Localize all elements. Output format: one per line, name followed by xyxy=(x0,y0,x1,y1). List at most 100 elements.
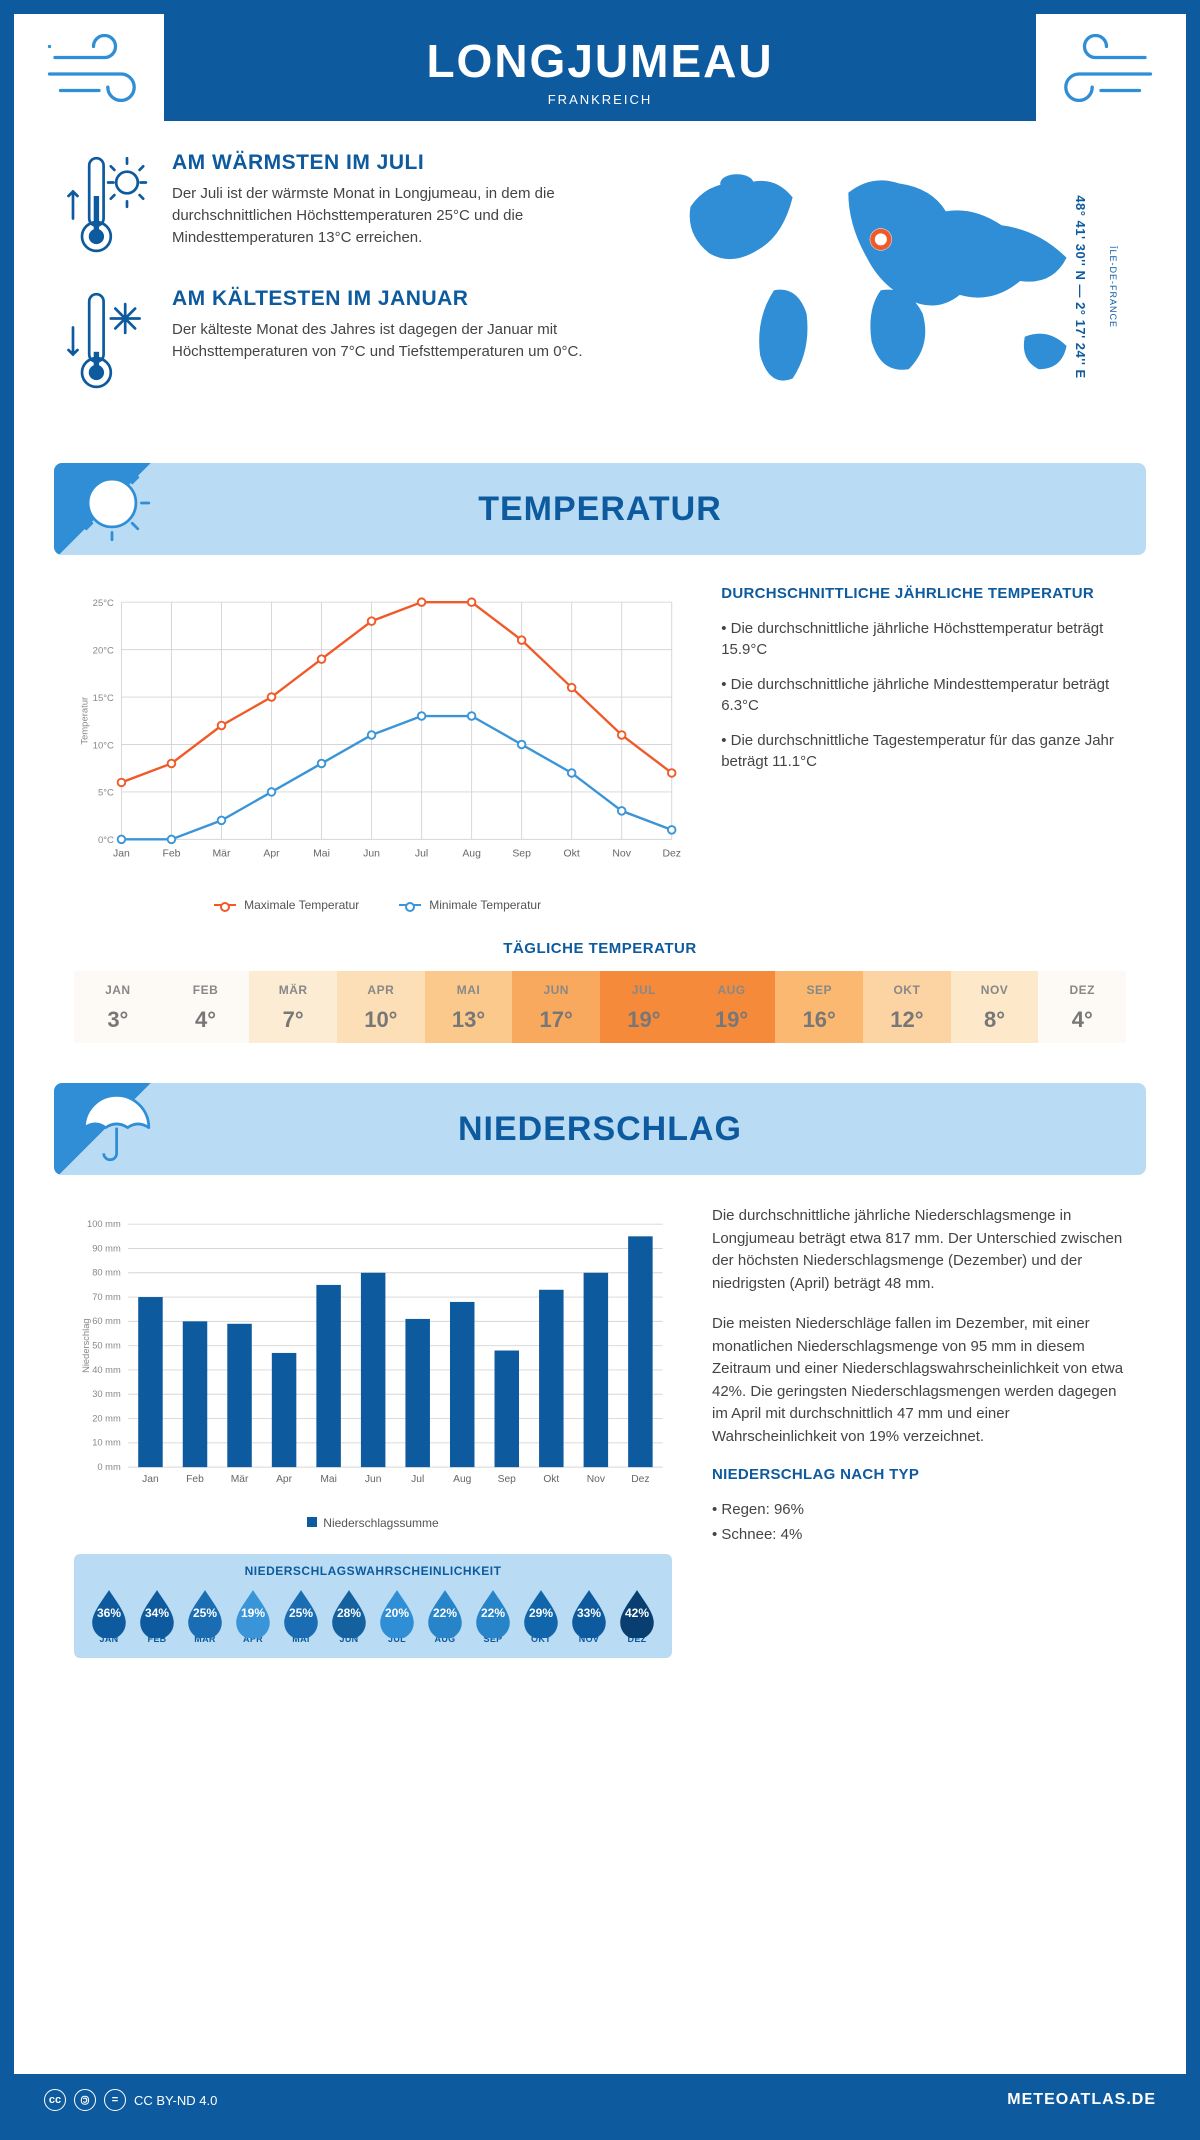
daily-month: JAN xyxy=(74,983,162,997)
precip-paragraph: Die meisten Niederschläge fallen im Deze… xyxy=(712,1313,1126,1448)
svg-text:Sep: Sep xyxy=(512,848,531,859)
daily-cell: MÄR7° xyxy=(249,971,337,1043)
svg-text:Nov: Nov xyxy=(587,1474,606,1485)
svg-text:Aug: Aug xyxy=(453,1474,472,1485)
coordinates: 48° 41' 30'' N — 2° 17' 24'' E xyxy=(1073,195,1088,378)
daily-temp-value: 4° xyxy=(162,1007,250,1033)
daily-temp-value: 10° xyxy=(337,1007,425,1033)
svg-text:15°C: 15°C xyxy=(93,693,114,704)
daily-temp-value: 17° xyxy=(512,1007,600,1033)
svg-text:Feb: Feb xyxy=(162,848,180,859)
thermometer-cold-icon xyxy=(64,287,154,395)
bar-chart-legend: Niederschlagssumme xyxy=(74,1516,672,1530)
svg-text:Feb: Feb xyxy=(186,1474,204,1485)
prob-cell: 28%JUN xyxy=(328,1588,370,1644)
svg-text:10°C: 10°C xyxy=(93,740,114,751)
daily-cell: JUL19° xyxy=(600,971,688,1043)
prob-cell: 20%JUL xyxy=(376,1588,418,1644)
svg-text:Okt: Okt xyxy=(564,848,580,859)
warmest-title: AM WÄRMSTEN IM JULI xyxy=(172,151,615,175)
cc-icon: cc xyxy=(44,2089,66,2111)
precip-section-header: NIEDERSCHLAG xyxy=(54,1083,1146,1175)
daily-month: APR xyxy=(337,983,425,997)
location-marker xyxy=(870,228,892,250)
precip-type-heading: NIEDERSCHLAG NACH TYP xyxy=(712,1466,1126,1483)
svg-text:0 mm: 0 mm xyxy=(97,1462,121,1472)
country-name: FRANKREICH xyxy=(164,92,1036,107)
svg-text:70 mm: 70 mm xyxy=(92,1292,121,1302)
license-badge: cc 🄯 = CC BY-ND 4.0 xyxy=(44,2089,217,2111)
svg-text:Sep: Sep xyxy=(498,1474,517,1485)
prob-cell: 33%NOV xyxy=(568,1588,610,1644)
daily-temp-value: 4° xyxy=(1038,1007,1126,1033)
svg-text:Jan: Jan xyxy=(113,848,130,859)
footer-bar: cc 🄯 = CC BY-ND 4.0 METEOATLAS.DE xyxy=(14,2074,1186,2126)
prob-cell: 22%SEP xyxy=(472,1588,514,1644)
svg-text:30 mm: 30 mm xyxy=(92,1389,121,1399)
prob-cell: 34%FEB xyxy=(136,1588,178,1644)
svg-text:Apr: Apr xyxy=(276,1474,293,1485)
daily-cell: NOV8° xyxy=(951,971,1039,1043)
svg-text:90 mm: 90 mm xyxy=(92,1243,121,1253)
site-name: METEOATLAS.DE xyxy=(1007,2091,1156,2109)
daily-month: FEB xyxy=(162,983,250,997)
svg-text:20 mm: 20 mm xyxy=(92,1413,121,1423)
temp-bullet: • Die durchschnittliche Tagestemperatur … xyxy=(721,730,1126,772)
temp-section-header: TEMPERATUR xyxy=(54,463,1146,555)
svg-text:Mär: Mär xyxy=(231,1474,249,1485)
svg-text:Dez: Dez xyxy=(631,1474,649,1485)
daily-cell: DEZ 4° xyxy=(1038,971,1126,1043)
daily-temp-value: 8° xyxy=(951,1007,1039,1033)
daily-temp-value: 13° xyxy=(425,1007,513,1033)
svg-text:20°C: 20°C xyxy=(93,645,114,656)
svg-text:0°C: 0°C xyxy=(98,835,114,846)
daily-month: OKT xyxy=(863,983,951,997)
svg-text:Mär: Mär xyxy=(213,848,231,859)
daily-cell: FEB 4° xyxy=(162,971,250,1043)
license-text: CC BY-ND 4.0 xyxy=(134,2093,217,2108)
temp-bullet: • Die durchschnittliche jährliche Mindes… xyxy=(721,674,1126,716)
precip-text-panel: Die durchschnittliche jährliche Niedersc… xyxy=(712,1205,1126,1658)
precip-probability-box: NIEDERSCHLAGSWAHRSCHEINLICHKEIT 36%JAN34… xyxy=(74,1554,672,1658)
umbrella-icon xyxy=(66,1077,158,1169)
svg-text:Aug: Aug xyxy=(462,848,481,859)
svg-text:Temperatur: Temperatur xyxy=(79,697,90,745)
prob-cell: 29%OKT xyxy=(520,1588,562,1644)
svg-text:Jun: Jun xyxy=(363,848,380,859)
coldest-fact: AM KÄLTESTEN IM JANUAR Der kälteste Mona… xyxy=(64,287,615,395)
prob-heading: NIEDERSCHLAGSWAHRSCHEINLICHKEIT xyxy=(88,1564,658,1578)
daily-cell: SEP16° xyxy=(775,971,863,1043)
prob-cell: 25%MÄR xyxy=(184,1588,226,1644)
svg-text:Mai: Mai xyxy=(320,1474,337,1485)
svg-text:Jun: Jun xyxy=(365,1474,382,1485)
daily-temp-value: 19° xyxy=(688,1007,776,1033)
temp-info-heading: DURCHSCHNITTLICHE JÄHRLICHE TEMPERATUR xyxy=(721,585,1126,602)
svg-text:100 mm: 100 mm xyxy=(87,1219,121,1229)
precipitation-bar-chart: 0 mm10 mm20 mm30 mm40 mm50 mm60 mm70 mm8… xyxy=(74,1205,672,1505)
daily-temp-table: JAN3°FEB4°MÄR7°APR10°MAI13°JUN17°JUL19°A… xyxy=(74,971,1126,1043)
daily-cell: JAN3° xyxy=(74,971,162,1043)
daily-month: MÄR xyxy=(249,983,337,997)
prob-cell: 42%DEZ xyxy=(616,1588,658,1644)
page-frame: LONGJUMEAU FRANKREICH AM WÄ xyxy=(0,0,1200,2140)
sun-icon xyxy=(66,457,158,549)
intro-section: AM WÄRMSTEN IM JULI Der Juli ist der wär… xyxy=(14,121,1186,453)
daily-month: DEZ xyxy=(1038,983,1126,997)
daily-month: JUL xyxy=(600,983,688,997)
temp-title: TEMPERATUR xyxy=(478,490,722,529)
daily-temp-heading: TÄGLICHE TEMPERATUR xyxy=(14,940,1186,957)
precip-paragraph: Die durchschnittliche jährliche Niedersc… xyxy=(712,1205,1126,1295)
prob-cell: 36%JAN xyxy=(88,1588,130,1644)
daily-cell: MAI 13° xyxy=(425,971,513,1043)
coldest-title: AM KÄLTESTEN IM JANUAR xyxy=(172,287,615,311)
svg-text:10 mm: 10 mm xyxy=(92,1438,121,1448)
svg-text:80 mm: 80 mm xyxy=(92,1268,121,1278)
prob-cell: 22%AUG xyxy=(424,1588,466,1644)
precip-title: NIEDERSCHLAG xyxy=(458,1110,742,1149)
daily-temp-value: 12° xyxy=(863,1007,951,1033)
warmest-text: Der Juli ist der wärmste Monat in Longju… xyxy=(172,183,615,248)
svg-text:60 mm: 60 mm xyxy=(92,1316,121,1326)
daily-month: SEP xyxy=(775,983,863,997)
temperature-line-chart: 0°C5°C10°C15°C20°C25°CJanFebMärAprMaiJun… xyxy=(74,585,681,912)
daily-month: MAI xyxy=(425,983,513,997)
